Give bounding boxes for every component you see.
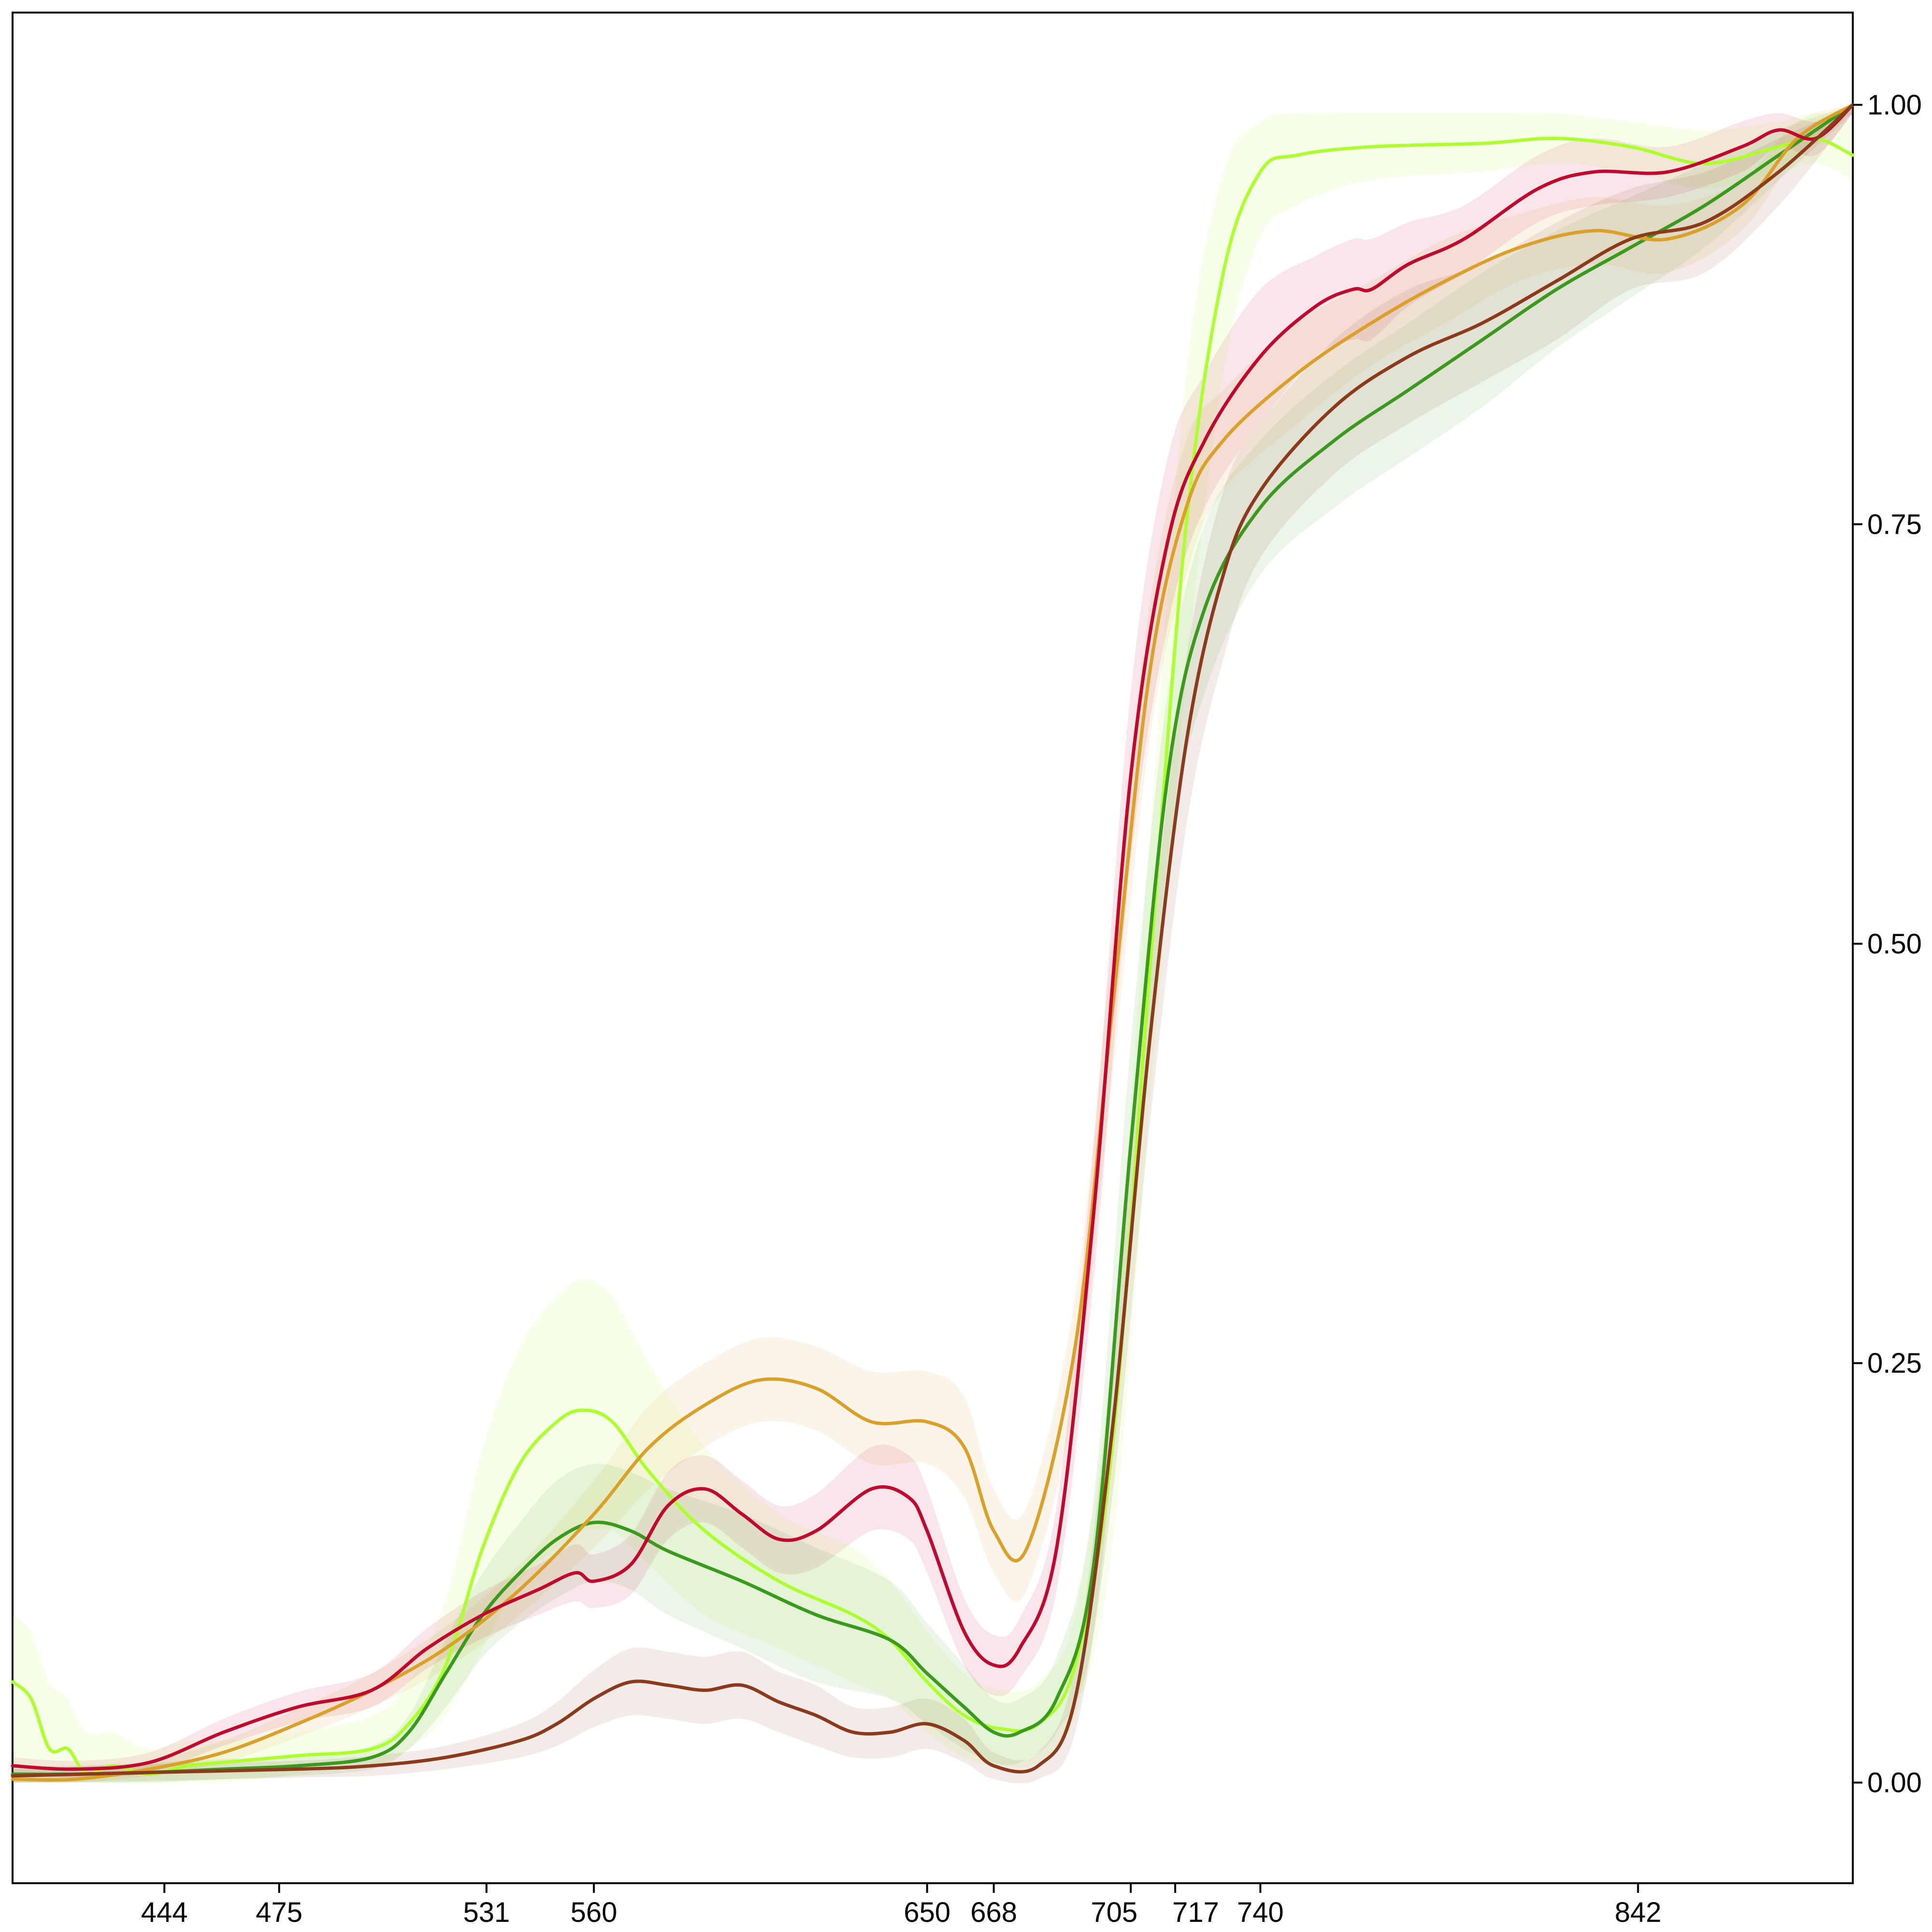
series-4-line [11,103,1855,1771]
y-axis-ticks: 0.00 0.25 0.50 0.75 1.00 [1853,89,1922,1799]
y-tick-label: 0.75 [1867,509,1922,540]
y-tick-label: 1.00 [1867,89,1922,121]
x-tick-label: 560 [570,1897,617,1928]
series-5-band [13,105,1853,1784]
x-tick-label: 705 [1091,1897,1137,1928]
x-tick-label: 475 [256,1897,303,1928]
x-tick-label: 740 [1237,1897,1284,1928]
series-4-band [13,105,1853,1778]
plot-frame [12,12,1854,1884]
x-tick-label: 842 [1615,1897,1662,1928]
series-2-band [13,105,1853,1783]
series-lines [11,103,1855,1782]
y-tick-label: 0.00 [1867,1767,1922,1799]
y-tick-label: 0.50 [1867,928,1922,960]
x-tick-label: 650 [904,1897,951,1928]
x-tick-label: 531 [463,1897,510,1928]
x-axis-ticks: 444 475 531 560 650 668 705 717 740 842 [141,1883,1662,1928]
series-3-band [13,105,1853,1783]
series-2-line [11,103,1855,1776]
confidence-bands [13,105,1853,1784]
series-3-line [11,103,1855,1782]
series-5-line [11,103,1855,1778]
x-tick-label: 717 [1172,1897,1219,1928]
series-1-line [11,136,1855,1776]
x-tick-label: 444 [141,1897,188,1928]
y-tick-label: 0.25 [1867,1348,1922,1379]
x-tick-label: 668 [970,1897,1017,1928]
